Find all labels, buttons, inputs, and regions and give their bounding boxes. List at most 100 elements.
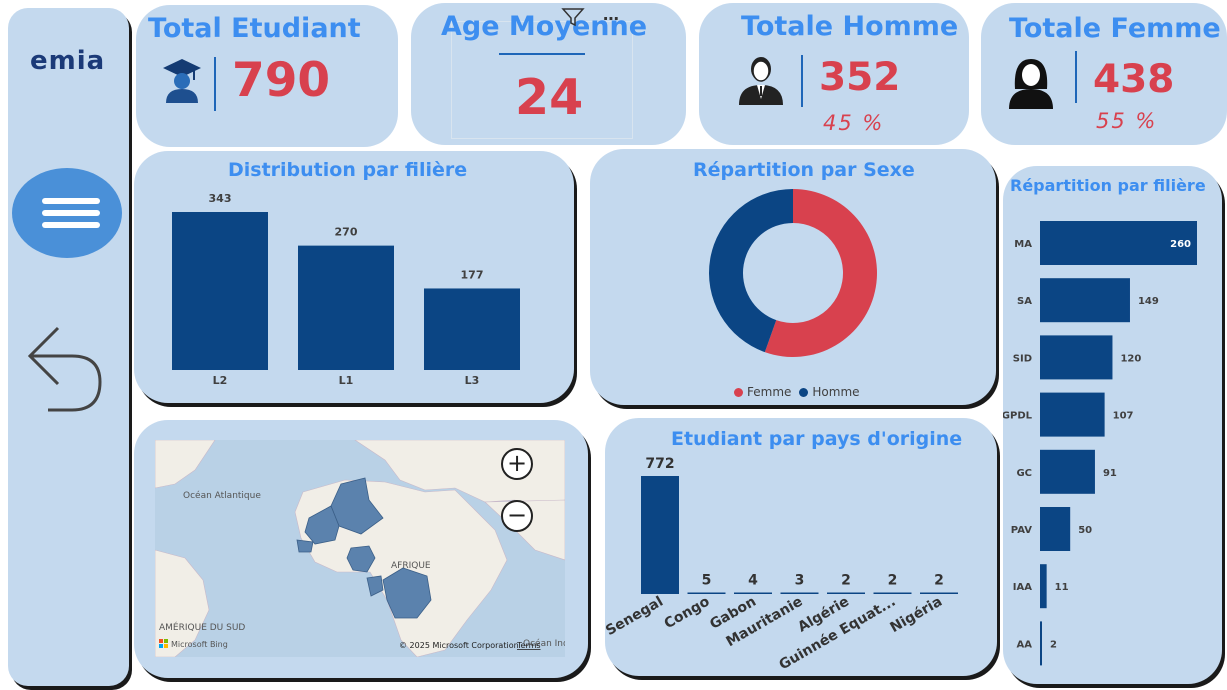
- category-label: AA: [1017, 639, 1033, 650]
- category-label: MA: [1014, 239, 1032, 250]
- kpi-total-etudiant: Total Etudiant 790: [136, 5, 398, 147]
- kpi-value: 352: [819, 55, 901, 100]
- bing-label: Microsoft Bing: [171, 640, 228, 649]
- bar-SA[interactable]: [1040, 278, 1130, 323]
- map-copyright: © 2025 Microsoft Corporation: [399, 641, 519, 650]
- map-view[interactable]: Océan Atlantique AFRIQUE AMÉRIQUE DU SUD…: [155, 440, 565, 657]
- map-terms-link[interactable]: Terms: [516, 641, 541, 650]
- data-label: 2: [1050, 639, 1057, 650]
- chart-repartition-filiere: Répartition par filière MA 260 SA 149 SID 120…: [1003, 166, 1222, 684]
- map-label-ocean: Océan Atlantique: [183, 490, 261, 501]
- data-label: 5: [702, 573, 712, 589]
- kpi-total-homme: Totale Homme 352 45 %: [699, 3, 969, 145]
- category-label: Senegal: [605, 594, 666, 640]
- map-label-ocean-indien: Océan Ind: [523, 638, 565, 649]
- chart-legend: Femme Homme: [734, 385, 860, 399]
- chart-title: Répartition par Sexe: [693, 159, 915, 181]
- kpi-percent: 55 %: [1096, 109, 1158, 133]
- category-label: SA: [1017, 296, 1032, 307]
- slice-homme[interactable]: [709, 189, 793, 353]
- divider: [499, 53, 585, 55]
- data-label: 50: [1078, 525, 1092, 536]
- bar-AA[interactable]: [1040, 621, 1042, 666]
- category-label: Nigéria: [887, 594, 945, 636]
- kpi-value: 24: [515, 69, 584, 126]
- category-label: Congo: [662, 593, 713, 632]
- category-label: L1: [339, 374, 354, 387]
- chart-distribution-filiere: Distribution par filière 343 L2 270 L1 177 L3: [134, 151, 574, 403]
- data-label: 2: [934, 573, 944, 589]
- visual-focus-box: [451, 21, 633, 139]
- map-label-amerique: AMÉRIQUE DU SUD: [159, 621, 245, 633]
- zoom-out-button[interactable]: −: [501, 500, 533, 532]
- bar-SID[interactable]: [1040, 335, 1113, 380]
- menu-button[interactable]: [12, 168, 122, 258]
- slice-femme[interactable]: [764, 189, 877, 357]
- data-label: 11: [1055, 582, 1069, 593]
- kpi-value: 790: [232, 53, 331, 108]
- country-bar-chart: 772Senegal5Congo4Gabon3Mauritanie2Algéri…: [605, 456, 958, 673]
- data-label: 177: [461, 268, 484, 281]
- bar-Mauritanie[interactable]: [780, 592, 819, 595]
- category-label: PAV: [1011, 525, 1032, 536]
- data-label: 149: [1138, 296, 1159, 307]
- bar-IAA[interactable]: [1040, 564, 1047, 609]
- chart-title: Etudiant par pays d'origine: [671, 428, 963, 450]
- map-panel: Océan Atlantique AFRIQUE AMÉRIQUE DU SUD…: [134, 420, 588, 678]
- woman-icon: [1009, 59, 1053, 109]
- sidebar: emia: [8, 8, 129, 686]
- kpi-value: 438: [1093, 57, 1175, 102]
- kpi-percent: 45 %: [823, 111, 885, 135]
- data-label: 4: [748, 573, 758, 589]
- bar-GC[interactable]: [1040, 449, 1095, 494]
- column-chart: 343 L2 270 L1 177 L3: [172, 192, 520, 387]
- category-label: GC: [1016, 468, 1032, 479]
- divider: [801, 55, 803, 107]
- kpi-title: Age Moyenne: [441, 11, 648, 42]
- category-label: L2: [213, 374, 228, 387]
- zoom-in-button[interactable]: +: [501, 448, 533, 480]
- legend-item-homme: Homme: [812, 385, 860, 399]
- bar-L1[interactable]: [298, 245, 394, 370]
- man-icon: [739, 57, 783, 105]
- kpi-age-moyenne: Age Moyenne ⋯ 24: [411, 3, 686, 145]
- bar-Nigéria[interactable]: [920, 592, 958, 595]
- data-label: 91: [1103, 468, 1117, 479]
- chart-repartition-sexe: Répartition par Sexe Femme Homme: [590, 149, 996, 405]
- category-label: SID: [1013, 353, 1032, 364]
- legend-item-femme: Femme: [747, 385, 792, 399]
- data-label: 107: [1113, 411, 1134, 422]
- data-label: 772: [645, 456, 674, 472]
- bar-L3[interactable]: [424, 288, 520, 370]
- emia-logo: emia: [30, 46, 106, 76]
- back-arrow-icon[interactable]: [24, 320, 108, 416]
- bar-GPDL[interactable]: [1040, 392, 1105, 437]
- category-label: GPDL: [1003, 411, 1033, 422]
- more-options-icon[interactable]: ⋯: [603, 9, 621, 28]
- data-label: 120: [1120, 353, 1141, 364]
- chart-title: Distribution par filière: [228, 159, 468, 181]
- category-label: IAA: [1013, 582, 1032, 593]
- bar-Congo[interactable]: [687, 592, 726, 595]
- divider: [1075, 51, 1077, 103]
- graduate-icon: [163, 59, 201, 103]
- data-label: 2: [841, 573, 851, 589]
- donut-chart: [709, 189, 877, 357]
- hamburger-icon: [42, 198, 100, 228]
- kpi-title: Totale Homme: [741, 11, 959, 42]
- chart-pays-origine: Etudiant par pays d'origine 772 Senegal 5 C…: [605, 418, 997, 676]
- filter-icon[interactable]: [561, 7, 585, 27]
- kpi-total-femme: Totale Femme 438 55 %: [981, 3, 1227, 145]
- bar-Algérie[interactable]: [827, 592, 865, 595]
- data-label: 260: [1170, 239, 1191, 250]
- bar-Gabon[interactable]: [734, 592, 772, 595]
- bar-PAV[interactable]: [1040, 507, 1071, 551]
- bar-Senegal[interactable]: [641, 476, 679, 594]
- bar-MA[interactable]: [1040, 221, 1197, 265]
- kpi-title: Totale Femme: [1009, 13, 1221, 44]
- bar-Guinnée Equat...[interactable]: [873, 592, 912, 595]
- data-label: 270: [335, 226, 358, 239]
- bar-L2[interactable]: [172, 212, 268, 370]
- legend-marker-homme: [799, 387, 809, 397]
- legend-marker-femme: [734, 387, 743, 397]
